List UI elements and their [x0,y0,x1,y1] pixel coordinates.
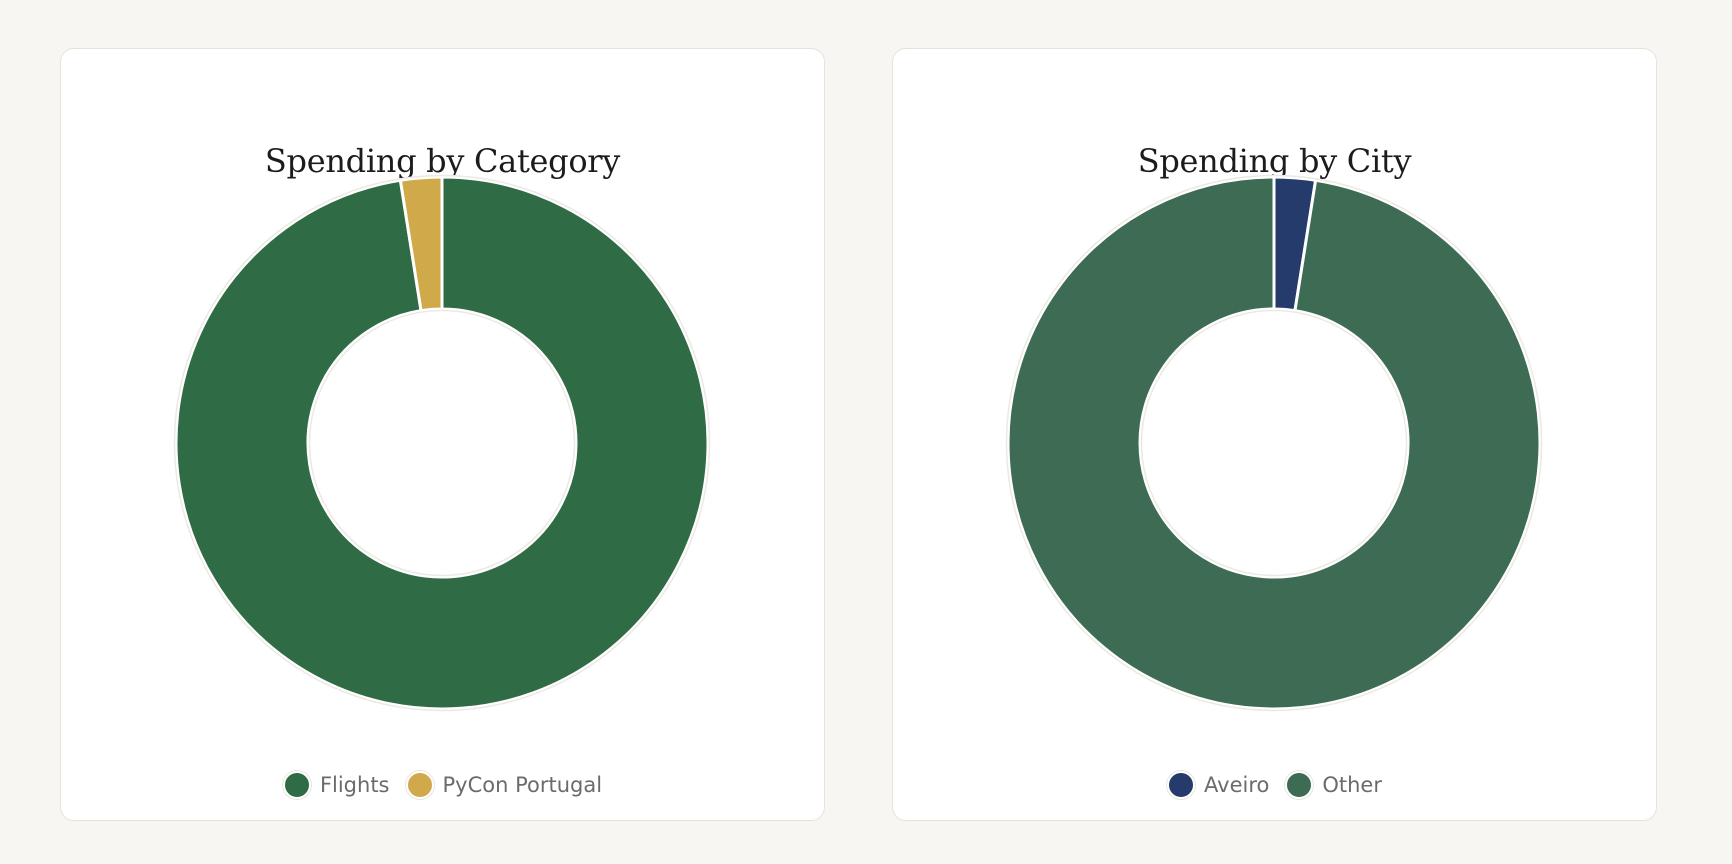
donut-outer-rim [173,174,711,712]
legend-label-flights: Flights [319,773,390,797]
donut-inner-rim [1140,309,1408,577]
category-chart-title: Spending by Category [264,142,621,180]
legend-swatch-aveiro [1167,771,1195,799]
category-donut-chart [173,174,711,712]
legend-item-pycon-portugal[interactable]: PyCon Portugal [405,771,603,799]
donut-slice-pycon-portugal[interactable] [398,175,444,313]
legend-swatch-pycon-portugal [405,771,434,799]
legend-item-other[interactable]: Other [1285,771,1382,799]
category-chart-card: Spending by Category Flights PyCon Portu… [60,48,825,821]
donut-inner-rim [308,309,576,577]
legend-label-aveiro: Aveiro [1204,773,1270,797]
donut-slice-flights[interactable] [174,175,710,711]
legend-item-aveiro[interactable]: Aveiro [1167,771,1269,799]
legend-swatch-flights [282,771,311,799]
city-legend: Aveiro Other [893,771,1656,799]
legend-label-pycon-portugal: PyCon Portugal [442,773,603,797]
donut-slice-other[interactable] [1006,175,1542,711]
legend-swatch-other [1285,771,1314,799]
city-chart-card: Spending by City Aveiro Other [892,48,1657,821]
category-legend: Flights PyCon Portugal [61,771,824,799]
legend-label-other: Other [1322,773,1382,797]
legend-item-flights[interactable]: Flights [282,771,390,799]
city-chart-title: Spending by City [1137,142,1412,180]
city-donut-chart [1005,174,1543,712]
donut-outer-rim [1005,174,1543,712]
